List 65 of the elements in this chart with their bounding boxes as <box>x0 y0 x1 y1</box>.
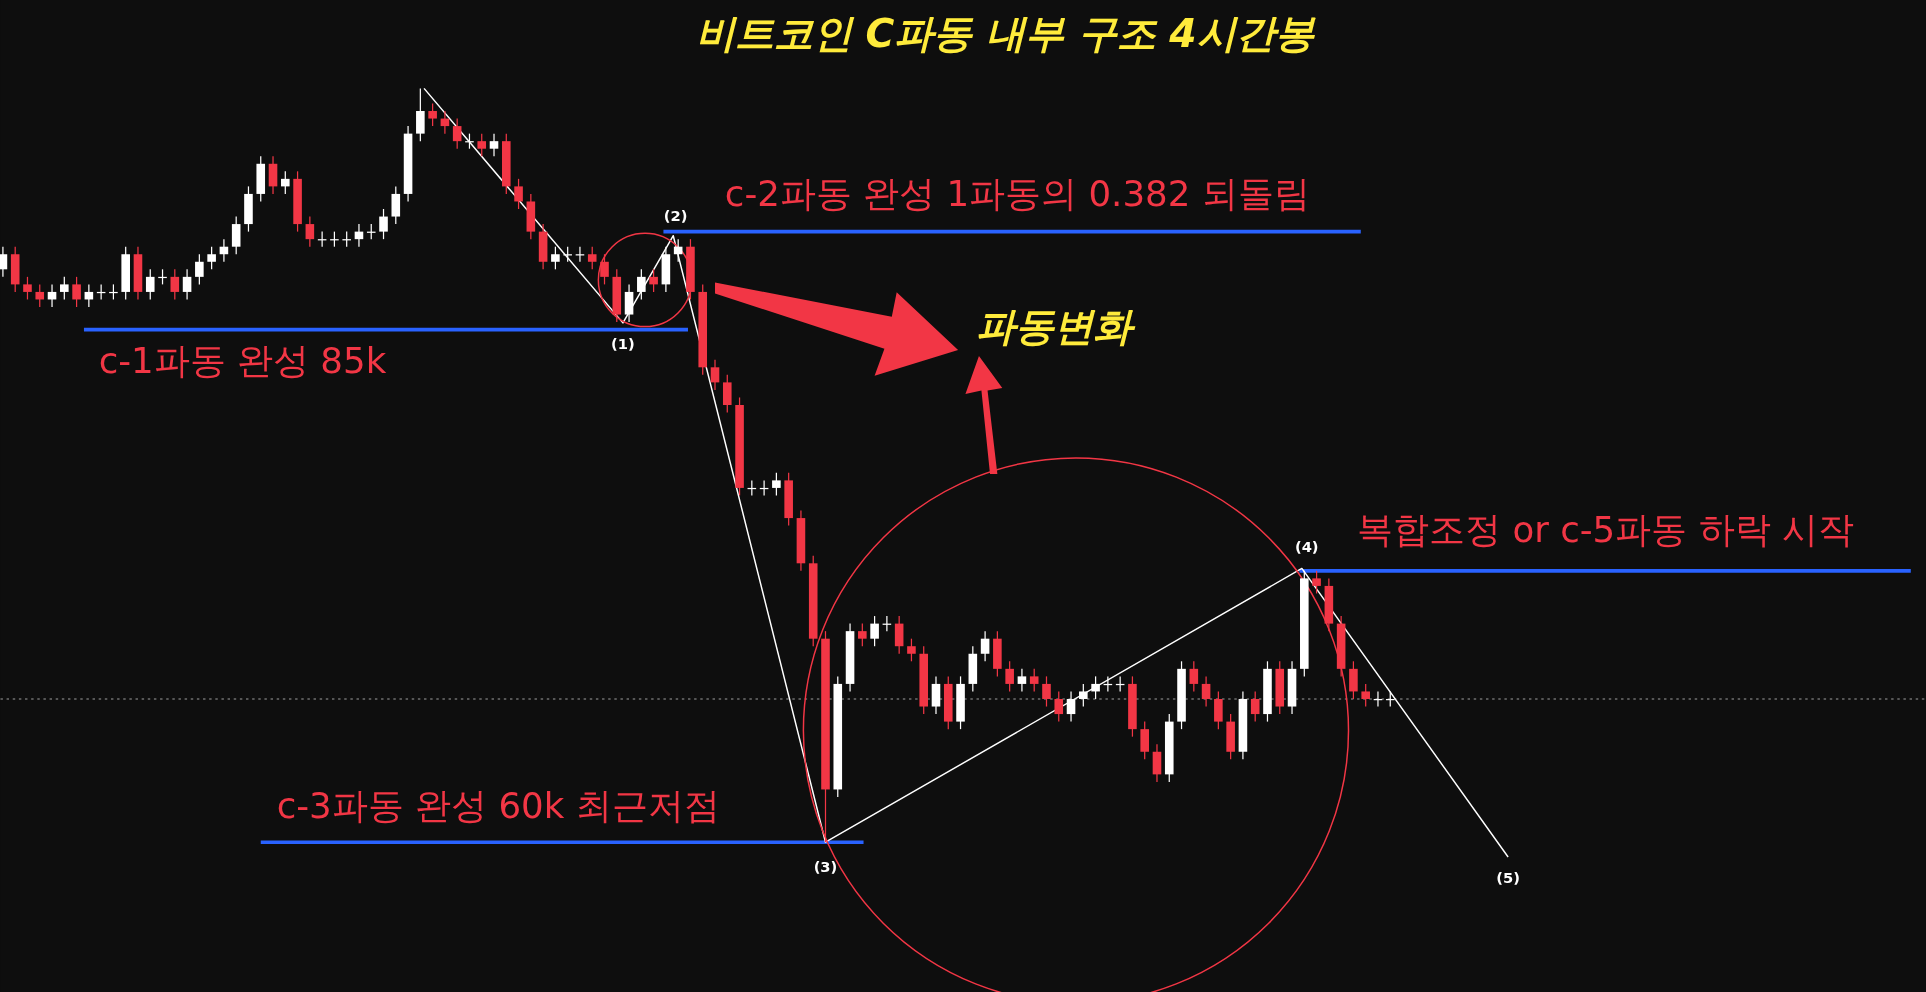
candlestick <box>0 246 8 278</box>
candlestick <box>1029 668 1039 693</box>
annotation: (1) <box>611 334 635 352</box>
annotation: 파동변화 <box>975 303 1136 349</box>
candlestick <box>1066 690 1076 723</box>
candlestick <box>60 276 69 301</box>
text: (5) <box>1496 869 1520 887</box>
ref-line-label: c-3파동 완성 60k 최근저점 <box>276 784 720 826</box>
candlestick <box>1214 690 1223 730</box>
candlestick <box>23 276 32 301</box>
candlestick <box>1079 683 1088 708</box>
candlestick <box>452 117 462 150</box>
candlestick <box>72 276 81 308</box>
ref-line-label: c-2파동 완성 1파동의 0.382 되돌림 <box>724 173 1310 215</box>
candlestick <box>600 253 609 286</box>
candlestick <box>1152 743 1162 783</box>
candlestick <box>182 268 192 301</box>
candlestick <box>772 472 781 497</box>
candlestick <box>649 268 658 293</box>
candlestick <box>637 268 646 301</box>
annotation: (4) <box>1294 537 1319 555</box>
candlestick <box>281 170 290 195</box>
candlestick <box>1361 683 1370 708</box>
ref-line-label: c-1파동 완성 85k <box>98 340 387 382</box>
candlestick <box>931 675 941 715</box>
candlestick <box>710 359 720 391</box>
candlestick <box>1017 668 1027 693</box>
candlestick <box>722 374 732 414</box>
candlestick <box>477 133 487 157</box>
candlestick <box>1201 675 1211 708</box>
candlestick <box>1312 570 1321 595</box>
candlestick <box>1140 720 1149 760</box>
candlestick <box>231 215 241 255</box>
candlestick <box>207 246 216 270</box>
candlestick <box>514 178 523 210</box>
candlestick <box>1091 675 1100 700</box>
candlestick <box>907 638 916 662</box>
candlestick <box>1349 660 1358 700</box>
candlestick <box>980 630 990 662</box>
candlestick <box>1189 660 1199 693</box>
candlestick <box>268 155 278 195</box>
candlestick <box>35 283 45 308</box>
candlestick <box>305 215 315 248</box>
candlestick <box>416 87 425 142</box>
candlestick <box>894 615 904 655</box>
chart-title: 비트코인 C파동 내부 구조 4시간봉 <box>695 10 1316 56</box>
candlestick <box>870 615 879 647</box>
candlestick <box>1054 690 1064 723</box>
ref-line-label: 복합조정 or c-5파동 하락 시작 <box>1357 508 1854 550</box>
candlestick <box>379 208 388 240</box>
candlestick <box>551 246 560 270</box>
candlestick <box>587 246 597 270</box>
candlestick <box>489 133 499 157</box>
candlestick <box>858 622 867 647</box>
candlestick <box>170 268 180 301</box>
candlestick <box>624 283 634 323</box>
candlestick <box>195 253 204 286</box>
candlestick <box>428 102 437 127</box>
text: (3) <box>813 858 838 875</box>
candlestick <box>1250 690 1260 723</box>
candlestick <box>391 185 401 225</box>
candlestick <box>1005 660 1014 693</box>
annotation: (2) <box>663 207 688 225</box>
candlestick <box>145 268 155 301</box>
candlestick <box>1042 675 1051 708</box>
